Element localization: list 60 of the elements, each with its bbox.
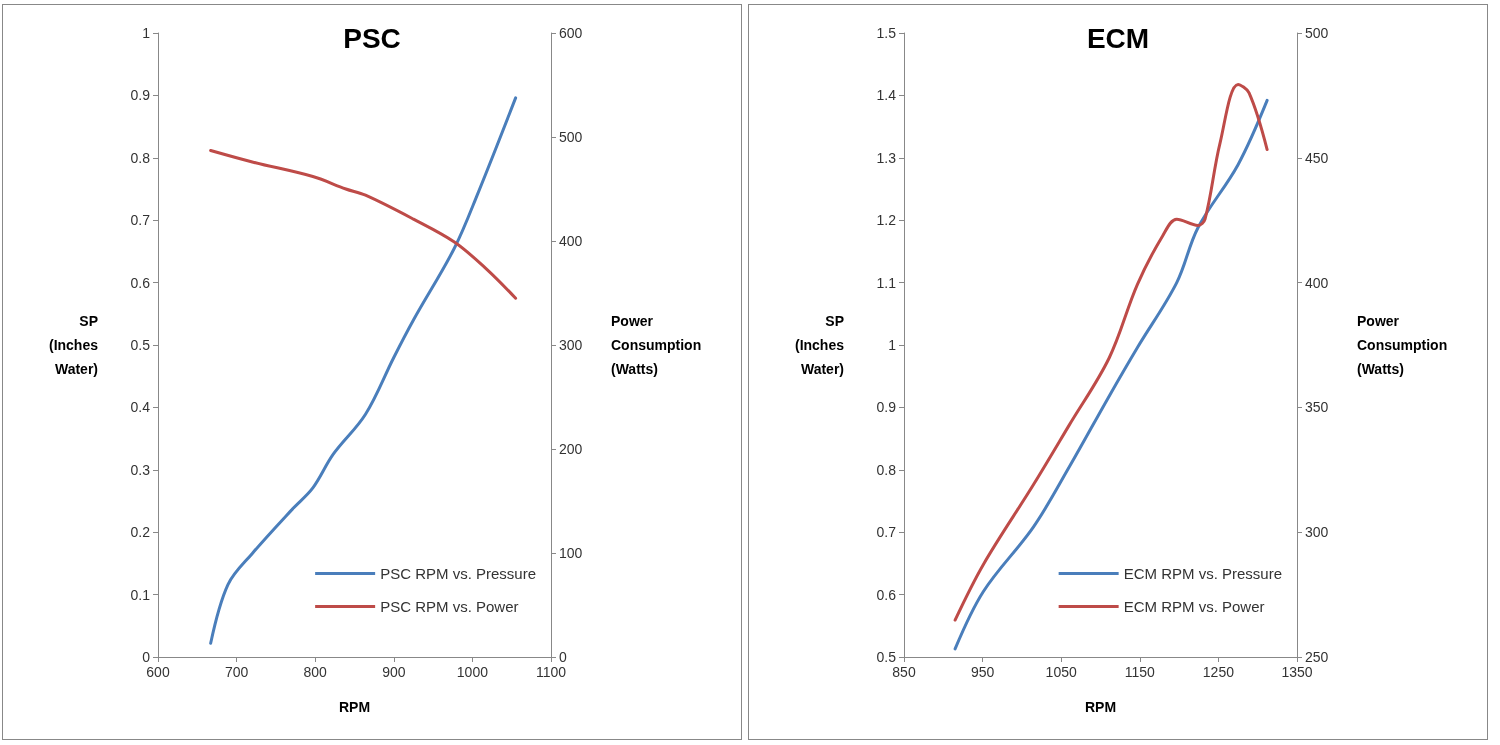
y2-tick-label: 350 [1305, 399, 1329, 416]
y2-tick-label: 100 [559, 545, 583, 561]
y-tick-label: 0.5 [130, 337, 151, 353]
y2-tick-label: 400 [1305, 274, 1329, 291]
legend-label: PSC RPM vs. Power [380, 598, 519, 615]
y-tick-label: 0.7 [130, 212, 151, 229]
y-tick-label: 0.1 [130, 586, 151, 603]
x-tick-label: 600 [146, 664, 170, 680]
y-axis-title: SP (Inches Water) [794, 313, 845, 377]
y-tick-label: 0.6 [130, 274, 151, 291]
y-tick-label: 0.6 [876, 586, 897, 603]
y-tick-label: 1 [142, 25, 151, 41]
y-tick-label: 1 [888, 337, 897, 353]
y2-tick-label: 300 [1305, 524, 1329, 541]
x-tick-label: 1100 [535, 664, 567, 680]
y-tick-label: 1.1 [876, 274, 897, 291]
y2-tick-label: 500 [1305, 25, 1329, 41]
x-axis-title: RPM [338, 699, 371, 715]
legend-label: ECM RPM vs. Power [1123, 598, 1265, 615]
y2-tick-label: 250 [1305, 649, 1329, 665]
y2-tick-label: 450 [1305, 149, 1329, 166]
x-tick-label: 850 [892, 664, 916, 680]
x-tick-label: 700 [224, 664, 249, 680]
y-axis-title: SP (Inches Water) [48, 313, 99, 377]
x-tick-label: 1150 [1124, 664, 1156, 680]
y2-tick-label: 200 [559, 441, 583, 457]
y-tick-label: 0.4 [130, 399, 151, 416]
x-tick-label: 900 [382, 664, 406, 680]
legend-label: PSC RPM vs. Pressure [380, 565, 537, 582]
line-series [209, 149, 518, 300]
x-tick-label: 1250 [1202, 664, 1235, 680]
chart-title: PSC [343, 22, 401, 54]
x-tick-label: 1050 [1045, 664, 1077, 680]
x-tick-label: 950 [970, 664, 995, 680]
y-tick-label: 1.3 [876, 149, 897, 166]
x-tick-label: 800 [303, 664, 328, 680]
y-tick-label: 1.4 [876, 87, 897, 104]
x-axis-title: RPM [1084, 699, 1117, 715]
y-tick-label: 1.5 [876, 25, 897, 41]
y-tick-label: 0.5 [876, 649, 897, 665]
y2-tick-label: 0 [559, 649, 567, 665]
y-tick-label: 0.9 [130, 87, 151, 104]
y2-tick-label: 400 [559, 233, 583, 249]
y-tick-label: 0.8 [130, 149, 151, 166]
y-tick-label: 0.9 [876, 399, 897, 416]
y2-tick-label: 500 [559, 129, 583, 145]
y-tick-label: 0.8 [876, 461, 897, 478]
y2-tick-label: 300 [559, 337, 583, 353]
legend-label: ECM RPM vs. Pressure [1123, 565, 1282, 582]
y-tick-label: 0.3 [130, 461, 151, 478]
x-tick-label: 1350 [1281, 664, 1313, 680]
y-tick-label: 1.2 [876, 212, 897, 229]
y2-axis-title: Power Consumption (Watts) [1357, 313, 1448, 377]
y-tick-label: 0.2 [130, 524, 151, 541]
y-tick-label: 0.7 [876, 524, 897, 541]
y2-tick-label: 600 [559, 25, 583, 41]
y2-axis-title: Power Consumption (Watts) [611, 313, 702, 377]
chart-title: ECM [1086, 22, 1150, 54]
y-tick-label: 0 [142, 649, 151, 665]
x-tick-label: 1000 [456, 664, 489, 680]
